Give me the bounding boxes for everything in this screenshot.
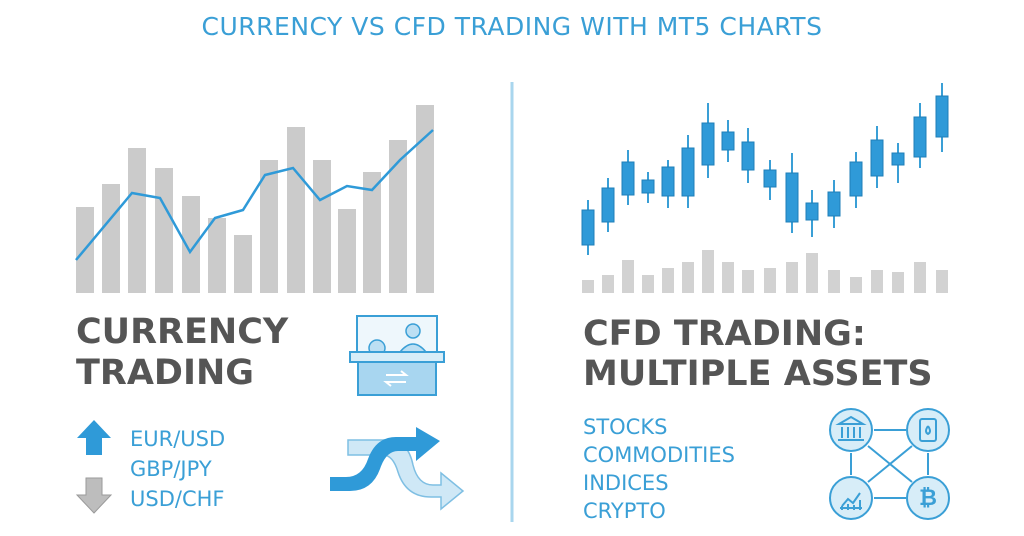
decor-bar: [313, 160, 331, 293]
down-arrow-icon: [75, 477, 113, 514]
up-arrow-icon: [77, 420, 111, 455]
decor-candle: [721, 131, 735, 151]
decor-volume: [914, 262, 926, 293]
decor-candle: [681, 147, 695, 197]
decor-volume: [764, 268, 776, 293]
illustrative-bar-line-chart: [75, 105, 434, 293]
decor-candle: [601, 187, 615, 223]
asset-class: CRYPTO: [583, 499, 666, 523]
decor-candle: [621, 161, 635, 196]
right-heading: CFD TRADING:: [583, 314, 866, 354]
left-heading: CURRENCY: [76, 312, 289, 352]
decor-bar: [155, 168, 173, 293]
decor-candle: [870, 139, 884, 177]
svg-text:₿: ₿: [919, 486, 937, 511]
decor-volume: [702, 250, 714, 293]
right-heading: MULTIPLE ASSETS: [583, 354, 933, 394]
decor-candle: [913, 116, 927, 158]
decor-volume: [722, 262, 734, 293]
decor-bar: [102, 184, 120, 293]
decor-candle: [763, 169, 777, 188]
decor-bar: [260, 160, 278, 293]
decor-candle: [891, 152, 905, 166]
decor-candle: [849, 161, 863, 197]
decor-candle: [785, 172, 799, 223]
decor-volume: [622, 260, 634, 293]
decor-candle: [741, 141, 755, 171]
page-title: CURRENCY VS CFD TRADING WITH MT5 CHARTS: [202, 12, 823, 41]
decor-bar: [338, 209, 356, 293]
decor-bar: [128, 148, 146, 293]
decor-candle: [661, 166, 675, 197]
decor-volume: [786, 262, 798, 293]
illustrative-candlestick-chart: [581, 83, 949, 293]
currency-pair: EUR/USD: [130, 427, 225, 451]
decor-bar: [363, 172, 381, 293]
decor-volume: [582, 280, 594, 293]
decor-bar: [234, 235, 252, 293]
decor-bar: [287, 127, 305, 293]
decor-candle: [641, 179, 655, 194]
decor-volume: [871, 270, 883, 293]
decor-volume: [892, 272, 904, 293]
trading-desk-icon: [349, 315, 445, 396]
decor-volume: [742, 270, 754, 293]
decor-bar: [416, 105, 434, 293]
asset-network-icon: ₿: [829, 408, 950, 520]
left-heading: TRADING: [76, 353, 254, 393]
decor-bar: [208, 218, 226, 293]
currency-pair: GBP/JPY: [130, 457, 212, 481]
decor-volume: [828, 270, 840, 293]
decor-volume: [850, 277, 862, 293]
decor-candle: [935, 95, 949, 138]
decor-volume: [642, 275, 654, 293]
decor-volume: [936, 270, 948, 293]
asset-class: COMMODITIES: [583, 443, 735, 467]
decor-bar: [389, 140, 407, 293]
exchange-arrows-icon: [330, 427, 465, 511]
decor-volume: [662, 268, 674, 293]
decor-volume: [806, 253, 818, 293]
asset-class: STOCKS: [583, 415, 667, 439]
decor-line: [75, 129, 434, 261]
decor-bar: [182, 196, 200, 293]
decor-volume: [682, 262, 694, 293]
decor-candle: [581, 209, 595, 246]
decor-volume: [602, 275, 614, 293]
decor-candle: [701, 122, 715, 166]
currency-pair: USD/CHF: [130, 487, 224, 511]
decor-candle: [805, 202, 819, 221]
decor-candle: [827, 191, 841, 217]
asset-class: INDICES: [583, 471, 669, 495]
